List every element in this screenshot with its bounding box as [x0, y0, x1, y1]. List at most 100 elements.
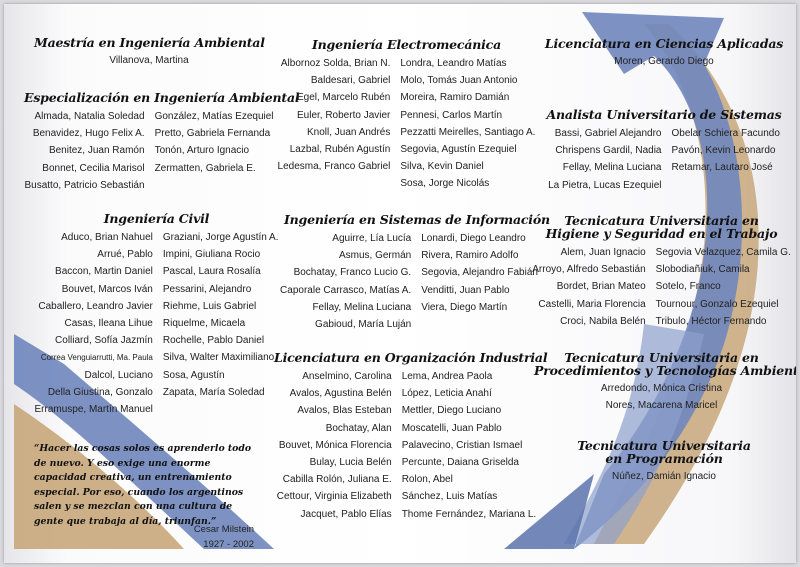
blue-arrow-bottom	[504, 474, 594, 549]
graduate-name: Bassi, Gabriel Alejandro	[554, 128, 662, 139]
graduate-name: Bouvet, Mónica Florencia	[278, 439, 392, 451]
graduate-name: Bochatay, Alan	[325, 422, 392, 434]
graduate-name	[421, 316, 538, 333]
graduate-name: Erramuspe, Martín Manuel	[34, 404, 153, 416]
section-title: Ingeniería Civil	[103, 211, 210, 226]
graduate-name: Sosa, Jorge Nicolás	[400, 178, 490, 190]
graduates-page: Maestría en Ingeniería Ambiental Villanov…	[4, 4, 796, 563]
graduate-list: Bassi, Gabriel Alejandro Obelar Schiera F…	[539, 125, 789, 194]
graduate-list: Aguirre, Lía Lucía Lonardi, Diego Leandro…	[280, 230, 538, 333]
section-higiene: Tecnicatura Universitaria en Higiene y Se…	[532, 213, 790, 330]
background-swooshes	[14, 12, 759, 549]
graduate-name: Bonnet, Cecilia Marisol	[42, 162, 145, 174]
graduate-name: Impini, Giuliana Rocio	[162, 249, 261, 261]
section-title: Tecnicatura Universitaria en	[564, 350, 759, 365]
graduate-name: Croci, Nabila Belén	[560, 315, 646, 327]
graduate-name: Pessarini, Alejandro	[162, 283, 252, 295]
section-title: en Programación	[605, 451, 723, 466]
graduate-name: Fellay, Melina Luciana	[312, 301, 412, 313]
graduate-name: Graziani, Jorge Agustín A.	[162, 232, 279, 243]
section-title: Tecnicatura Universitaria	[577, 438, 751, 453]
graduate-name: Rochelle, Pablo Daniel	[162, 335, 265, 347]
graduate-name: Lonardi, Diego Leandro	[421, 233, 526, 244]
graduate-name: Pascal, Laura Rosalía	[162, 266, 261, 278]
section-civil: Ingeniería Civil Aduco, Brian Nahuel Grazi…	[24, 212, 289, 418]
graduate-list: Almada, Natalia Soledad González, Matías …	[24, 108, 274, 194]
section-organizacion: Licenciatura en Organización Industrial A…	[274, 350, 548, 523]
graduate-name: Casas, Ileana Lihue	[64, 318, 153, 330]
graduate-name: Cabilla Rolón, Juliana E.	[282, 474, 392, 486]
section-title: Licenciatura en Ciencias Aplicadas	[544, 36, 784, 51]
section-procedimientos: Tecnicatura Universitaria en Procedimient…	[534, 350, 796, 414]
blue-swoosh-right-inner	[564, 324, 704, 544]
graduate-name: Dalcol, Luciano	[84, 369, 153, 381]
blue-band-bottom-left	[14, 334, 274, 549]
graduate-name: Cettour, Virginia Elizabeth	[276, 491, 392, 503]
quote-attribution: Cesar Milstein 1927 - 2002	[154, 522, 254, 552]
graduate-name: Gabioud, María Luján	[315, 319, 412, 331]
graduate-name: Londra, Leandro Matías	[400, 58, 507, 69]
graduate-name: Núñez, Damián Ignacio	[612, 471, 716, 482]
graduate-name: Mettler, Diego Luciano	[401, 405, 502, 417]
graduate-name: Riehme, Luis Gabriel	[162, 300, 257, 312]
quote-author: Cesar Milstein	[193, 524, 254, 535]
graduate-name: Della Giustina, Gonzalo	[47, 386, 153, 398]
graduate-name: Bouvet, Marcos Iván	[61, 283, 153, 295]
graduate-name: Sotelo, Franco	[655, 281, 721, 293]
graduate-name: Segovia, Agustín Ezequiel	[400, 144, 517, 156]
graduate-name: Avalos, Agustina Belén	[289, 388, 392, 400]
graduate-name	[155, 177, 274, 194]
section-title: Licenciatura en Organización Industrial	[274, 350, 548, 365]
graduate-name: Slobodiañiuk, Camila	[655, 264, 750, 276]
graduate-name: Silva, Walter Maximiliano	[162, 352, 275, 364]
graduate-name: Correa Venguiarrutti, Ma. Paula	[40, 353, 153, 363]
graduate-list: Albornoz Solda, Brian N. Londra, Leandro …	[274, 55, 539, 193]
graduate-name: Chrispens Gardil, Nadia	[555, 145, 662, 157]
graduate-name: Rolon, Abel	[401, 474, 453, 486]
graduate-list: Anselmino, Carolina Lema, Andrea Paola Ava…	[274, 368, 539, 523]
graduate-name: Moscatelli, Juan Pablo	[401, 422, 502, 434]
graduate-name: Zermatten, Gabriela E.	[154, 162, 256, 174]
graduate-name: Pezzatti Meirelles, Santiago A.	[400, 126, 536, 138]
graduate-name: Knoll, Juan Andrés	[306, 126, 391, 138]
section-electromecanica: Ingeniería Electromecánica Albornoz Solda…	[274, 38, 539, 193]
graduate-name: Ledesma, Franco Gabriel	[277, 161, 391, 173]
graduate-name: Venditti, Juan Pablo	[421, 284, 510, 296]
graduate-name: Benavidez, Hugo Felix A.	[32, 128, 145, 140]
graduate-name: Aduco, Brian Nahuel	[61, 232, 153, 243]
section-title: Tecnicatura Universitaria en	[564, 213, 759, 228]
graduate-name: González, Matías Ezequiel	[154, 111, 274, 122]
graduate-name: Pretto, Gabriela Fernanda	[154, 128, 271, 140]
graduate-name: Albornoz Solda, Brian N.	[280, 58, 391, 69]
graduate-name: Colliard, Sofía Jazmín	[55, 335, 153, 347]
graduate-name: Busatto, Patricio Sebastián	[24, 179, 145, 191]
graduate-name: Baldesari, Gabriel	[310, 75, 391, 87]
graduate-name: Asmus, Germán	[338, 250, 412, 262]
section-especializacion: Especialización en Ingeniería Ambiental A…	[24, 91, 300, 194]
graduate-name: Sosa, Agustín	[162, 369, 225, 381]
graduate-name: Anselmino, Carolina	[302, 371, 392, 382]
graduate-name: Alem, Juan Ignacio	[560, 247, 646, 258]
graduate-name: Bordet, Brian Mateo	[556, 281, 646, 293]
graduate-name: Fellay, Melina Luciana	[562, 162, 662, 174]
graduate-name: Silva, Kevin Daniel	[400, 161, 484, 173]
graduate-name: López, Leticia Anahí	[401, 388, 492, 400]
graduate-name: Arroyo, Alfredo Sebastián	[532, 264, 646, 276]
section-analista: Analista Universitario de Sistemas Bassi,…	[539, 108, 789, 194]
graduate-name: Segovia, Alejandro Fabián	[421, 267, 538, 279]
graduate-name: Almada, Natalia Soledad	[34, 111, 145, 122]
graduate-name: Bulay, Lucia Belén	[309, 457, 392, 469]
graduate-name: Nores, Macarena Maricel	[605, 400, 718, 411]
graduate-name: Obelar Schiera Facundo	[671, 128, 780, 139]
graduate-name: Pennesi, Carlos Martín	[400, 109, 503, 121]
graduate-name: Castelli, Maria Florencia	[538, 298, 646, 310]
graduate-name: Bochatay, Franco Lucio G.	[293, 267, 412, 279]
graduate-name: Villanova, Martina	[109, 55, 189, 66]
section-programacion: Tecnicatura Universitaria en Programación…	[544, 439, 784, 485]
graduate-name: Lazbal, Rubén Agustín	[289, 144, 391, 156]
graduate-name: Molo, Tomás Juan Antonio	[400, 75, 518, 87]
quote-years: 1927 - 2002	[203, 539, 254, 550]
graduate-name: Egel, Marcelo Rubén	[296, 92, 391, 104]
graduate-name: Tribulo, Héctor Fernando	[655, 315, 767, 327]
graduate-name: Sánchez, Luis Matías	[401, 491, 498, 503]
